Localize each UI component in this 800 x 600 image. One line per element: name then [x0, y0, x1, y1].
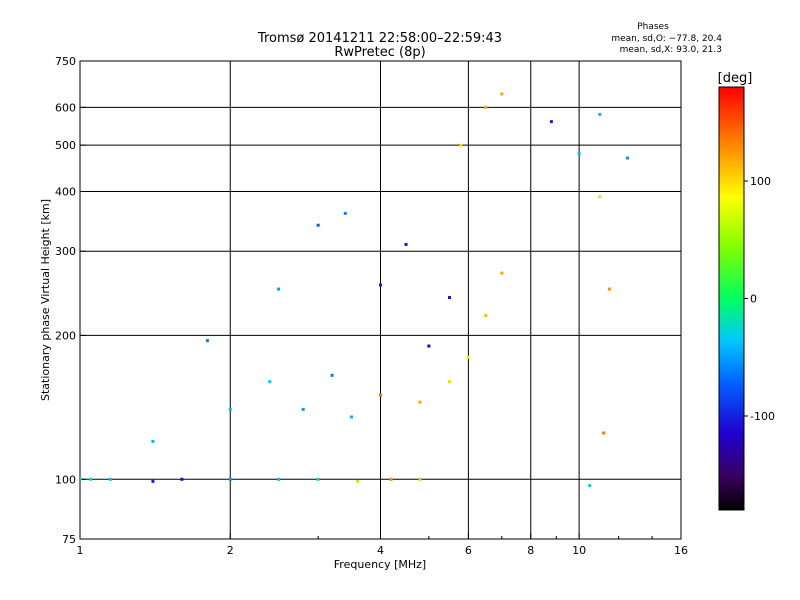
- colorbar-label: [deg]: [718, 71, 753, 86]
- colorbar: [718, 86, 745, 511]
- x-tick-label: 6: [465, 544, 472, 557]
- data-point: [484, 314, 488, 318]
- x-tick-label: 2: [227, 544, 234, 557]
- data-point: [588, 484, 592, 488]
- x-tick-label: 16: [674, 544, 688, 557]
- phase-stats-o: mean, sd,O: −77.8, 20.4: [611, 34, 722, 44]
- y-axis-label: Stationary phase Virtual Height [km]: [39, 199, 52, 401]
- x-tick-label: 1: [77, 544, 84, 557]
- data-point: [484, 105, 488, 109]
- data-point: [277, 287, 281, 291]
- data-point: [500, 92, 504, 96]
- data-point: [350, 415, 354, 419]
- y-tick-label: 75: [62, 533, 76, 546]
- data-point: [205, 339, 209, 343]
- data-point: [316, 477, 320, 481]
- data-point: [316, 223, 320, 227]
- grid-lines: [80, 61, 681, 539]
- chart-subtitle: RwPretec (8p): [334, 45, 425, 60]
- colorbar-tick-label: 100: [750, 175, 771, 188]
- x-tick-label: 8: [527, 544, 534, 557]
- data-point: [330, 373, 334, 377]
- data-point: [89, 477, 93, 481]
- data-point: [427, 344, 431, 348]
- data-point: [448, 296, 452, 300]
- data-point: [625, 156, 629, 160]
- data-point: [151, 479, 155, 483]
- data-point: [404, 242, 408, 246]
- data-point: [80, 477, 82, 481]
- x-tick-label: 4: [377, 544, 384, 557]
- data-point: [379, 283, 382, 287]
- y-tick-label: 300: [55, 245, 76, 258]
- data-point: [379, 393, 382, 397]
- data-point: [356, 479, 360, 483]
- colorbar-tick-label: -100: [750, 410, 775, 423]
- data-point: [418, 477, 422, 481]
- y-tick-label: 400: [55, 185, 76, 198]
- data-point: [549, 120, 553, 124]
- data-point: [598, 112, 602, 116]
- y-tick-label: 600: [55, 101, 76, 114]
- data-point: [418, 400, 422, 404]
- data-point: [228, 407, 232, 411]
- data-point: [607, 287, 611, 291]
- data-point: [466, 355, 470, 359]
- y-tick-label: 500: [55, 139, 76, 152]
- colorbar-ticks: 100 0 -100: [744, 175, 775, 423]
- data-point: [277, 477, 281, 481]
- data-point: [500, 271, 504, 275]
- x-axis-label: Frequency [MHz]: [334, 558, 426, 571]
- y-tick-label: 750: [55, 55, 76, 68]
- data-point: [448, 380, 452, 384]
- data-point: [228, 477, 232, 481]
- axes: 1 2 4 6 8 10 16 75 100 200 300 400 500 600 750: [55, 55, 688, 557]
- data-point: [459, 143, 463, 147]
- data-point: [389, 477, 393, 481]
- data-point: [602, 431, 606, 435]
- x-tick-label: 10: [572, 544, 586, 557]
- data-point: [180, 477, 184, 481]
- data-point: [268, 380, 272, 384]
- data-point: [343, 211, 347, 215]
- data-point: [108, 477, 112, 481]
- data-point: [301, 407, 305, 411]
- data-point: [598, 195, 602, 199]
- colorbar-tick-label: 0: [750, 293, 757, 306]
- chart-title: Tromsø 20141211 22:58:00–22:59:43: [257, 31, 502, 46]
- phase-stats-heading: Phases: [637, 22, 669, 32]
- data-points: [80, 92, 629, 488]
- data-point: [577, 152, 581, 156]
- y-tick-label: 200: [55, 329, 76, 342]
- phase-stats-x: mean, sd,X: 93.0, 21.3: [620, 45, 722, 55]
- data-point: [151, 439, 155, 443]
- y-tick-label: 100: [55, 473, 76, 486]
